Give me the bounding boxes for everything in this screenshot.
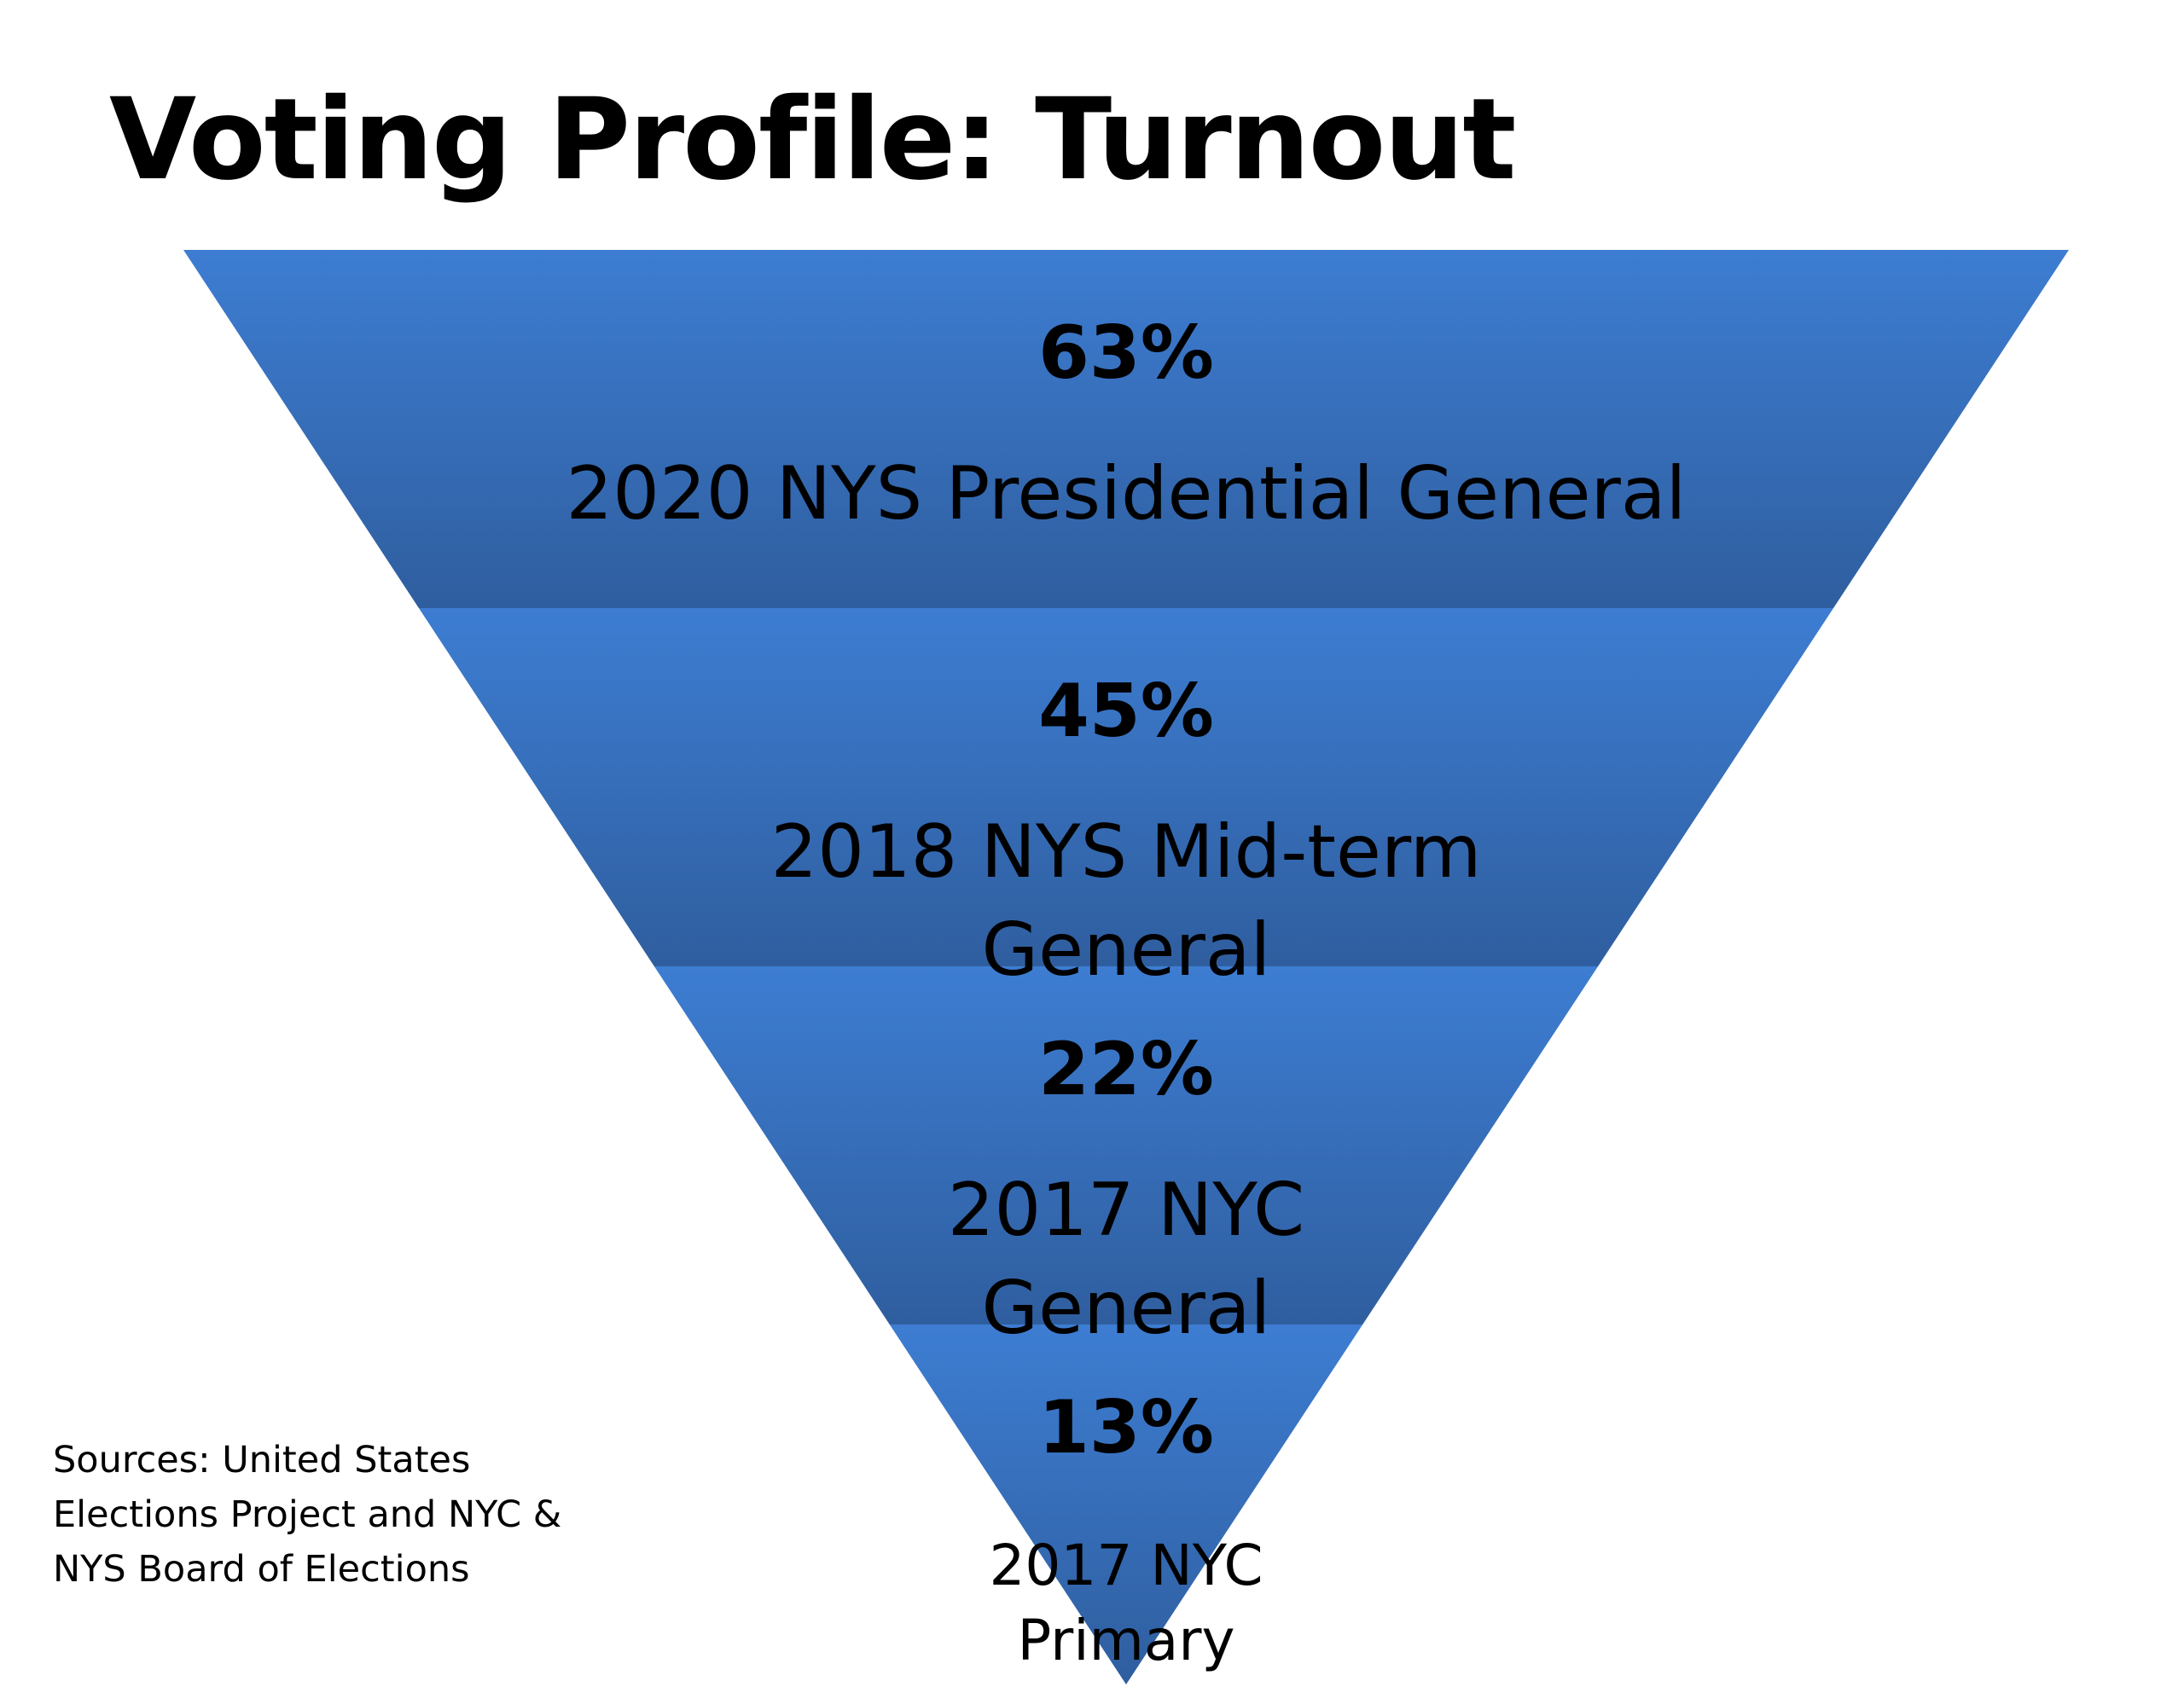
election-label: 2017 NYC: [948, 1168, 1304, 1253]
sources-note: Sources: United States Elections Project…: [53, 1433, 582, 1597]
turnout-value: 45%: [1038, 669, 1214, 754]
funnel-bands: [183, 250, 2069, 1684]
election-label: 2017 NYC: [989, 1533, 1263, 1598]
turnout-value: 13%: [1038, 1385, 1214, 1470]
turnout-value: 63%: [1038, 310, 1214, 396]
page-title: Voting Profile: Turnout: [109, 74, 1516, 206]
funnel-labels: 63% 2020 NYS Presidential General 45% 2018 …: [566, 310, 1687, 1673]
election-label: 2018 NYS Mid-term: [771, 809, 1482, 895]
sources-line: Sources: United States: [53, 1439, 471, 1481]
turnout-value: 22%: [1038, 1027, 1214, 1112]
election-label: General: [982, 1266, 1271, 1351]
election-label: Primary: [1017, 1608, 1234, 1673]
election-label: 2020 NYS Presidential General: [566, 451, 1687, 536]
funnel-band: [418, 608, 1834, 966]
funnel-band: [183, 250, 2069, 608]
sources-line: NYS Board of Elections: [53, 1548, 470, 1591]
sources-line: Elections Project and NYC &: [53, 1493, 562, 1536]
election-label: General: [982, 907, 1271, 993]
funnel-band: [653, 966, 1599, 1325]
funnel-band: [889, 1325, 1363, 1684]
